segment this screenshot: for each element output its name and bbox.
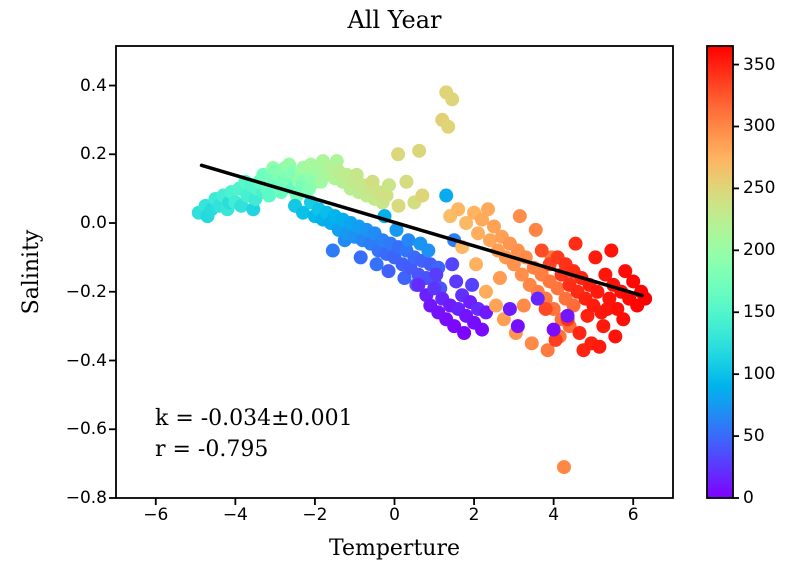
y-tick-label: 0.0 bbox=[79, 213, 107, 234]
x-tick-label: 2 bbox=[468, 505, 480, 525]
y-axis-label: Salinity bbox=[19, 229, 44, 315]
x-axis-label: Temperture bbox=[328, 536, 460, 561]
x-tick-label: 0 bbox=[389, 505, 400, 525]
y-tick-label: −0.8 bbox=[65, 488, 107, 508]
y-tick-label: −0.4 bbox=[65, 350, 107, 371]
x-tick-label: −6 bbox=[143, 505, 169, 525]
colorbar-tick-label: 50 bbox=[743, 426, 765, 447]
colorbar-tick-label: 0 bbox=[743, 488, 754, 508]
y-tick-label: 0.4 bbox=[79, 75, 107, 96]
colorbar-tick-label: 250 bbox=[743, 178, 776, 199]
x-tick-label: −4 bbox=[222, 505, 248, 525]
colorbar-tick-label: 150 bbox=[743, 302, 776, 323]
colorbar-tick-label: 350 bbox=[743, 54, 776, 75]
y-tick-label: −0.6 bbox=[65, 419, 107, 440]
colorbar-tick-label: 300 bbox=[743, 116, 776, 137]
slope-annotation: k = -0.034±0.001 bbox=[155, 406, 353, 431]
stats-annotation: k = -0.034±0.001 r = -0.795 bbox=[155, 403, 353, 465]
x-tick-label: 4 bbox=[548, 505, 560, 525]
correlation-annotation: r = -0.795 bbox=[155, 437, 269, 462]
x-tick-label: −2 bbox=[302, 505, 328, 525]
colorbar-tick-label: 200 bbox=[743, 240, 776, 261]
y-tick-label: −0.2 bbox=[65, 281, 107, 302]
chart-title: All Year bbox=[347, 6, 442, 34]
y-tick-label: 0.2 bbox=[79, 144, 107, 165]
colorbar-tick-label: 100 bbox=[743, 364, 776, 385]
x-tick-label: 6 bbox=[627, 505, 639, 525]
